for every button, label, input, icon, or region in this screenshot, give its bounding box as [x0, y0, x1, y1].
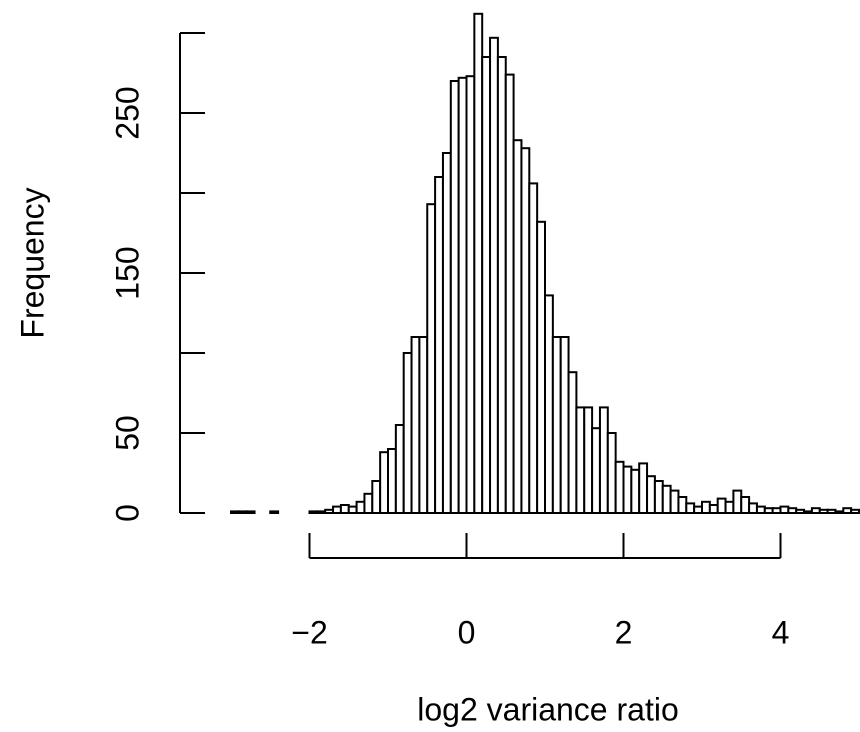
- bar: [779, 505, 790, 515]
- bar: [402, 352, 413, 514]
- bar: [701, 500, 711, 514]
- bar: [653, 480, 664, 514]
- bar: [850, 508, 860, 514]
- bar: [567, 371, 578, 515]
- bar: [575, 406, 586, 514]
- bar: [434, 176, 444, 514]
- bar: [583, 406, 594, 514]
- bar: [559, 336, 570, 514]
- bar: [810, 507, 821, 515]
- bar: [496, 56, 507, 514]
- bar: [842, 507, 853, 515]
- bar: [363, 492, 374, 514]
- bar: [379, 451, 389, 515]
- bar: [669, 489, 680, 515]
- bar: [394, 424, 405, 514]
- bar: [803, 510, 813, 514]
- bar: [481, 56, 492, 514]
- bar: [308, 510, 319, 514]
- bar: [771, 507, 782, 515]
- bar: [755, 505, 766, 515]
- bar: [638, 462, 649, 514]
- bar: [646, 475, 656, 515]
- bar: [630, 468, 641, 514]
- bar: [763, 507, 774, 515]
- bar: [826, 508, 837, 514]
- y-axis-label: Frequency: [14, 187, 50, 338]
- x-axis-label: log2 variance ratio: [417, 691, 678, 727]
- bar: [732, 489, 743, 515]
- bar: [332, 505, 342, 515]
- x-tick-label: 2: [615, 614, 633, 650]
- x-tick-label: 4: [772, 614, 790, 650]
- bar: [740, 496, 751, 514]
- bar: [410, 336, 421, 514]
- bar: [591, 427, 601, 515]
- bar: [606, 432, 617, 514]
- bar: [622, 465, 633, 515]
- y-tick-label: 0: [109, 504, 145, 522]
- bar: [716, 497, 727, 515]
- bar: [551, 336, 562, 514]
- bar: [787, 507, 798, 515]
- y-tick-label: 250: [109, 86, 145, 139]
- bar: [237, 510, 248, 514]
- bar: [426, 203, 437, 514]
- y-tick-label: 150: [109, 246, 145, 299]
- bar: [544, 294, 554, 514]
- bar: [457, 76, 468, 515]
- bar: [489, 36, 499, 515]
- bar: [316, 510, 327, 514]
- bar: [614, 460, 625, 514]
- y-tick-label: 50: [109, 415, 145, 451]
- bar: [269, 510, 280, 514]
- x-tick-label: 0: [458, 614, 476, 650]
- bar: [724, 500, 735, 514]
- bar: [598, 406, 609, 514]
- bar: [693, 505, 704, 515]
- bar: [465, 75, 476, 514]
- bar: [371, 480, 382, 514]
- bar: [528, 182, 539, 514]
- bar: [441, 152, 452, 514]
- bar: [520, 147, 531, 514]
- bar: [245, 510, 256, 514]
- bar: [512, 139, 523, 514]
- bar: [536, 220, 547, 515]
- bar: [834, 510, 845, 514]
- bar: [473, 12, 484, 515]
- bar: [818, 508, 829, 514]
- bar: [449, 80, 460, 514]
- bar: [387, 448, 397, 514]
- bar: [661, 484, 672, 514]
- bar: [339, 504, 350, 514]
- bar: [355, 500, 366, 514]
- bar: [795, 508, 806, 514]
- bar: [504, 73, 515, 514]
- bar: [324, 508, 335, 514]
- bar: [347, 505, 358, 515]
- x-tick-label: −2: [291, 614, 327, 650]
- bar: [708, 504, 719, 514]
- bar: [418, 336, 429, 514]
- bar: [230, 510, 240, 514]
- bar: [748, 502, 758, 514]
- bar: [677, 496, 688, 514]
- bar: [685, 502, 696, 514]
